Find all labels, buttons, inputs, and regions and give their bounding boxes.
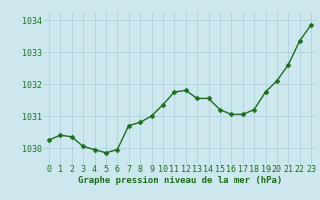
X-axis label: Graphe pression niveau de la mer (hPa): Graphe pression niveau de la mer (hPa) [78, 176, 282, 185]
